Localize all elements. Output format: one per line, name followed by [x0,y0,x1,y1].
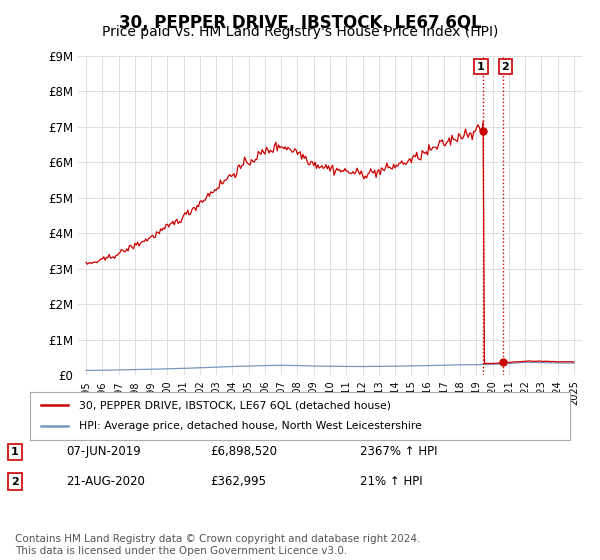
Text: Contains HM Land Registry data © Crown copyright and database right 2024.
This d: Contains HM Land Registry data © Crown c… [15,534,421,556]
Text: 2: 2 [502,62,509,72]
Text: 1: 1 [11,447,19,457]
Text: 07-JUN-2019: 07-JUN-2019 [66,445,141,459]
Text: Price paid vs. HM Land Registry's House Price Index (HPI): Price paid vs. HM Land Registry's House … [102,25,498,39]
Text: 2367% ↑ HPI: 2367% ↑ HPI [360,445,437,459]
Text: 1: 1 [477,62,485,72]
Text: 21% ↑ HPI: 21% ↑ HPI [360,475,422,488]
Text: £6,898,520: £6,898,520 [210,445,277,459]
Text: 21-AUG-2020: 21-AUG-2020 [66,475,145,488]
Text: £362,995: £362,995 [210,475,266,488]
Text: HPI: Average price, detached house, North West Leicestershire: HPI: Average price, detached house, Nort… [79,421,421,431]
Text: 30, PEPPER DRIVE, IBSTOCK, LE67 6QL: 30, PEPPER DRIVE, IBSTOCK, LE67 6QL [119,14,481,32]
Text: 2: 2 [11,477,19,487]
Text: 30, PEPPER DRIVE, IBSTOCK, LE67 6QL (detached house): 30, PEPPER DRIVE, IBSTOCK, LE67 6QL (det… [79,400,391,410]
